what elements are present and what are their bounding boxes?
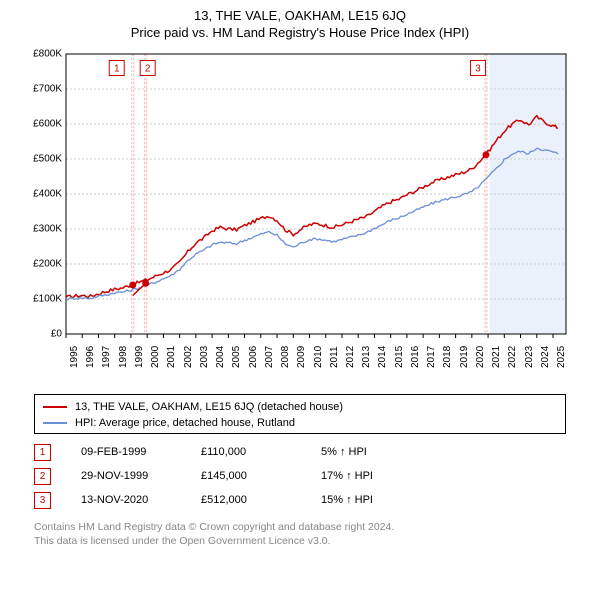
events-table: 1 09-FEB-1999£110,0005% ↑ HPI 2 29-NOV-1999… (34, 440, 566, 512)
event-price: £145,000 (201, 470, 321, 482)
price-hpi-chart: 1 2 3 £0 £100K £200K £300K £400K £500K £600K £700K… (20, 46, 580, 386)
svg-text:3: 3 (475, 64, 481, 75)
x-tick-label: 2002 (183, 346, 194, 368)
y-tick-label: £100K (33, 294, 62, 305)
x-tick-label: 2012 (345, 346, 356, 368)
event-date: 29-NOV-1999 (81, 470, 201, 482)
x-tick-label: 2001 (166, 346, 177, 368)
event-hpi-delta: 17% ↑ HPI (321, 470, 441, 482)
event-marker-icon: 1 (34, 444, 51, 461)
x-tick-label: 1999 (134, 346, 145, 368)
y-tick-label: £800K (33, 49, 62, 60)
x-tick-label: 2010 (313, 346, 324, 368)
x-tick-label: 2003 (199, 346, 210, 368)
legend-label: HPI: Average price, detached house, Rutl… (75, 417, 295, 429)
y-tick-label: £200K (33, 259, 62, 270)
x-tick-label: 2020 (475, 346, 486, 368)
x-tick-label: 2018 (442, 346, 453, 368)
legend-label: 13, THE VALE, OAKHAM, LE15 6JQ (detached… (75, 401, 343, 413)
y-tick-label: £600K (33, 119, 62, 130)
y-tick-label: £700K (33, 84, 62, 95)
y-tick-label: £500K (33, 154, 62, 165)
event-marker-icon: 2 (34, 468, 51, 485)
event-hpi-delta: 5% ↑ HPI (321, 446, 441, 458)
event-row: 1 09-FEB-1999£110,0005% ↑ HPI (34, 440, 566, 464)
event-date: 13-NOV-2020 (81, 494, 201, 506)
attribution-footer: Contains HM Land Registry data © Crown c… (34, 520, 566, 548)
x-tick-label: 2007 (264, 346, 275, 368)
title-address: 13, THE VALE, OAKHAM, LE15 6JQ (0, 8, 600, 23)
title-subtitle: Price paid vs. HM Land Registry's House … (0, 25, 600, 40)
footer-line-1: Contains HM Land Registry data © Crown c… (34, 520, 566, 534)
footer-line-2: This data is licensed under the Open Gov… (34, 534, 566, 548)
x-tick-label: 2025 (556, 346, 567, 368)
event-date: 09-FEB-1999 (81, 446, 201, 458)
x-tick-label: 2017 (426, 346, 437, 368)
legend: 13, THE VALE, OAKHAM, LE15 6JQ (detached… (34, 394, 566, 434)
x-tick-label: 1996 (85, 346, 96, 368)
event-marker-icon: 3 (34, 492, 51, 509)
event-price: £512,000 (201, 494, 321, 506)
legend-swatch (43, 406, 67, 408)
x-tick-label: 2005 (231, 346, 242, 368)
chart-titles: 13, THE VALE, OAKHAM, LE15 6JQ Price pai… (0, 0, 600, 40)
x-tick-label: 2004 (215, 346, 226, 368)
y-tick-label: £400K (33, 189, 62, 200)
x-tick-label: 2008 (280, 346, 291, 368)
x-tick-label: 2016 (410, 346, 421, 368)
legend-row: HPI: Average price, detached house, Rutl… (43, 415, 557, 431)
y-tick-label: £0 (51, 329, 62, 340)
x-tick-label: 1995 (69, 346, 80, 368)
x-tick-label: 2000 (150, 346, 161, 368)
event-row: 2 29-NOV-1999£145,00017% ↑ HPI (34, 464, 566, 488)
x-tick-label: 2021 (491, 346, 502, 368)
x-tick-label: 1997 (101, 346, 112, 368)
event-price: £110,000 (201, 446, 321, 458)
x-tick-label: 2015 (394, 346, 405, 368)
x-tick-label: 2013 (361, 346, 372, 368)
legend-swatch (43, 422, 67, 424)
x-tick-label: 1998 (118, 346, 129, 368)
svg-text:2: 2 (145, 64, 151, 75)
x-tick-label: 2009 (296, 346, 307, 368)
legend-row: 13, THE VALE, OAKHAM, LE15 6JQ (detached… (43, 399, 557, 415)
x-tick-label: 2014 (377, 346, 388, 368)
x-tick-label: 2023 (524, 346, 535, 368)
y-tick-label: £300K (33, 224, 62, 235)
x-tick-label: 2022 (507, 346, 518, 368)
svg-text:1: 1 (114, 64, 120, 75)
x-tick-label: 2019 (459, 346, 470, 368)
event-hpi-delta: 15% ↑ HPI (321, 494, 441, 506)
x-tick-label: 2024 (540, 346, 551, 368)
x-tick-label: 2006 (248, 346, 259, 368)
x-tick-label: 2011 (329, 346, 340, 368)
event-row: 3 13-NOV-2020£512,00015% ↑ HPI (34, 488, 566, 512)
